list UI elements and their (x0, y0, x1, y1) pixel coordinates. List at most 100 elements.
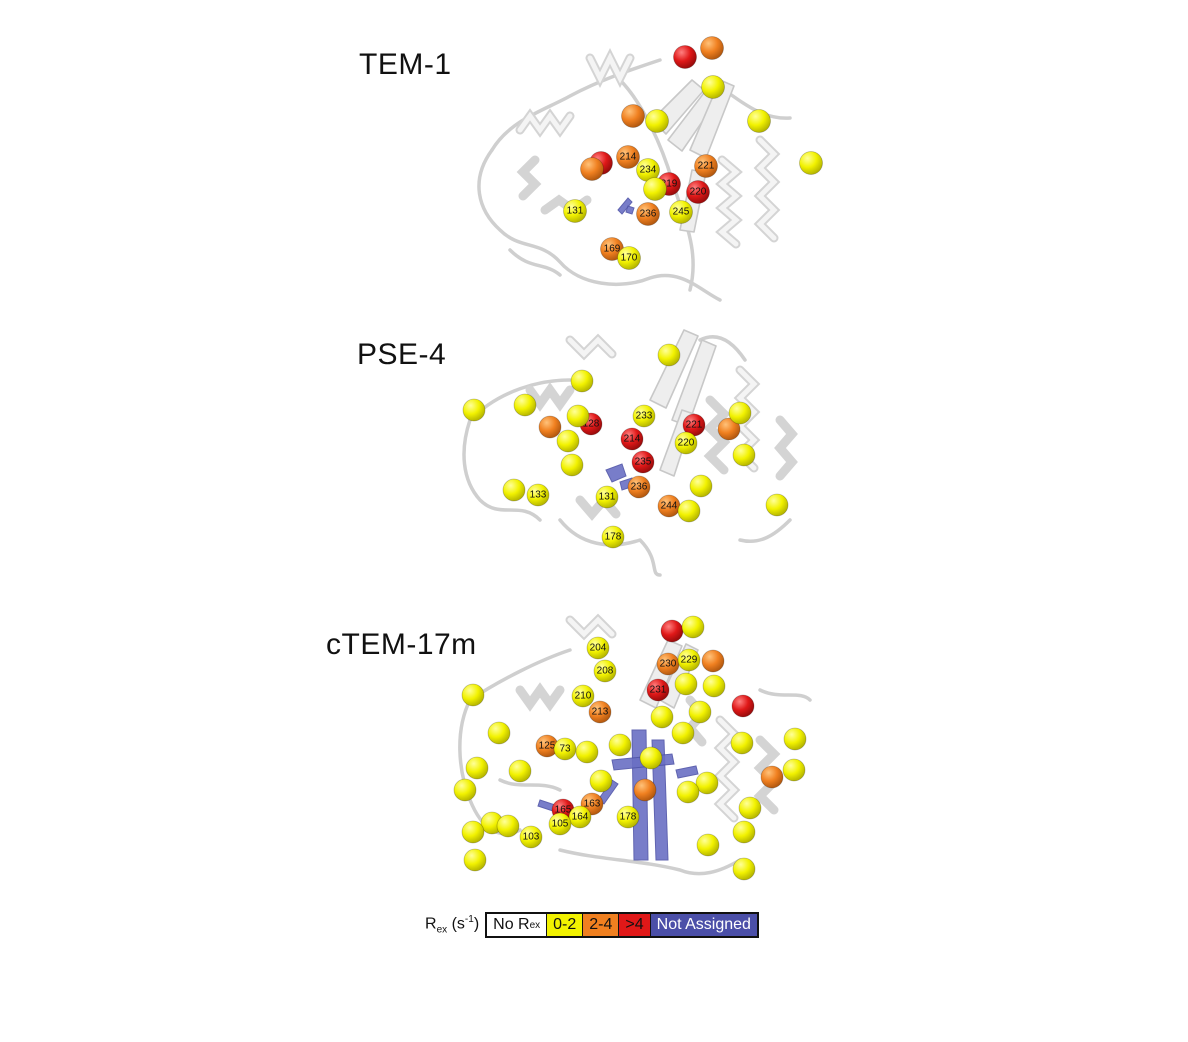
ctem-residue-sphere (461, 820, 485, 844)
legend-axis-label: Rex (s-1) (425, 914, 480, 936)
ctem-residue-sphere (702, 674, 726, 698)
ctem-residue-sphere (633, 778, 657, 802)
ctem-residue-label: 178 (620, 812, 637, 823)
ctem-residue-sphere (465, 756, 489, 780)
ctem-residue-sphere-164 (568, 805, 592, 829)
pse4-residue-label: 178 (605, 532, 622, 543)
ctem-residue-sphere (732, 857, 756, 881)
ctem-residue-sphere-103 (519, 825, 543, 849)
panel-label-ctem17m: cTEM-17m (326, 628, 477, 661)
tem1-residue-sphere (673, 45, 697, 69)
ctem-residue-sphere-208 (593, 659, 617, 683)
ctem-residue-sphere (671, 721, 695, 745)
pse4-residue-sphere (689, 474, 713, 498)
tem1-residue-sphere-220 (686, 180, 710, 204)
tem1-residue-label: 245 (673, 207, 690, 218)
tem1-residue-label: 234 (640, 165, 657, 176)
ctem-residue-sphere (731, 694, 755, 718)
ctem-residue-sphere (650, 705, 674, 729)
ctem-residue-sphere (639, 746, 663, 770)
ctem-residue-sphere (688, 700, 712, 724)
pse4-residue-sphere (570, 369, 594, 393)
pse4-residue-sphere (462, 398, 486, 422)
ctem-residue-sphere (783, 727, 807, 751)
legend-not-assigned: Not Assigned (650, 914, 757, 936)
ctem-residue-sphere (453, 778, 477, 802)
ctem-residue-label: 165 (555, 805, 572, 816)
ctem-residue-sphere (496, 814, 520, 838)
pse4-residue-label: 220 (678, 438, 695, 449)
pse4-residue-sphere (513, 393, 537, 417)
ctem-residue-sphere (463, 848, 487, 872)
pse4-residue-sphere (538, 415, 562, 439)
ctem-residue-sphere (695, 771, 719, 795)
tem1-residue-label: 236 (640, 209, 657, 220)
panel-label-pse4: PSE-4 (357, 338, 447, 371)
ctem-residue-sphere (660, 619, 684, 643)
pse4-residue-label: 233 (636, 411, 653, 422)
ctem-residue-label: 231 (650, 685, 667, 696)
ctem-residue-sphere (696, 833, 720, 857)
pse4-residue-label: 133 (530, 490, 547, 501)
pse4-residue-sphere-131 (595, 485, 619, 509)
ctem-residue-sphere-210 (571, 684, 595, 708)
ctem-residue-sphere (681, 615, 705, 639)
pse4-residue-sphere-178 (601, 525, 625, 549)
ctem-residue-sphere (701, 649, 725, 673)
pse4-residue-label: 244 (661, 501, 678, 512)
tem1-residue-sphere-236 (636, 202, 660, 226)
pse4-residue-label: 131 (599, 492, 616, 503)
ctem-residue-label: 210 (575, 691, 592, 702)
tem1-residue-sphere (799, 151, 823, 175)
tem1-residue-label: 214 (620, 152, 637, 163)
ctem-residue-sphere (676, 780, 700, 804)
ctem-residue-label: 103 (523, 832, 540, 843)
pse4-residue-sphere (566, 404, 590, 428)
tem1-residue-sphere-245 (669, 200, 693, 224)
pse4-residue-sphere (732, 443, 756, 467)
ctem-residue-sphere-73 (553, 737, 577, 761)
ctem-residue-label: 125 (539, 741, 556, 752)
tem1-residue-label: 221 (698, 161, 715, 172)
ctem-residue-sphere (508, 759, 532, 783)
pse4-residue-sphere (728, 401, 752, 425)
pse4-residue-label: 214 (624, 434, 641, 445)
tem1-residue-sphere-170 (617, 246, 641, 270)
tem1-residue-label: 169 (604, 244, 621, 255)
tem1-residue-label: 220 (690, 187, 707, 198)
tem1-residue-sphere (621, 104, 645, 128)
pse4-residue-label: 221 (686, 420, 703, 431)
pse4-residue-sphere (717, 417, 741, 441)
ctem-residue-sphere-231 (646, 678, 670, 702)
pse4-residue-sphere (765, 493, 789, 517)
ctem-residue-label: 73 (559, 744, 571, 755)
pse4-residue-sphere (657, 343, 681, 367)
ctem-residue-label: 213 (592, 707, 609, 718)
ctem-residue-label: 105 (552, 819, 569, 830)
pse4-residue-sphere-220 (674, 431, 698, 455)
ctem-residue-label: 163 (584, 799, 601, 810)
tem1-residue-label: 131 (567, 206, 584, 217)
pse4-residue-sphere-214 (620, 427, 644, 451)
ctem-residue-label: 208 (597, 666, 614, 677)
ctem-residue-sphere (782, 758, 806, 782)
panel-label-tem1: TEM-1 (359, 48, 452, 81)
ctem-residue-sphere (608, 733, 632, 757)
ctem-residue-sphere-178 (616, 805, 640, 829)
legend-bin-low: 0-2 (547, 914, 584, 936)
tem1-residue-sphere (747, 109, 771, 133)
ctem-residue-sphere (575, 740, 599, 764)
pse4-residue-sphere-235 (631, 450, 655, 474)
ctem-residue-sphere (674, 672, 698, 696)
ctem-residue-label: 204 (590, 643, 607, 654)
tem1-residue-sphere-214 (616, 145, 640, 169)
ctem-residue-sphere-105 (548, 812, 572, 836)
ctem-residue-label: 164 (572, 812, 589, 823)
ctem-residue-sphere (487, 721, 511, 745)
ctem-residue-sphere (589, 769, 613, 793)
legend-bin-mid: 2-4 (583, 914, 620, 936)
